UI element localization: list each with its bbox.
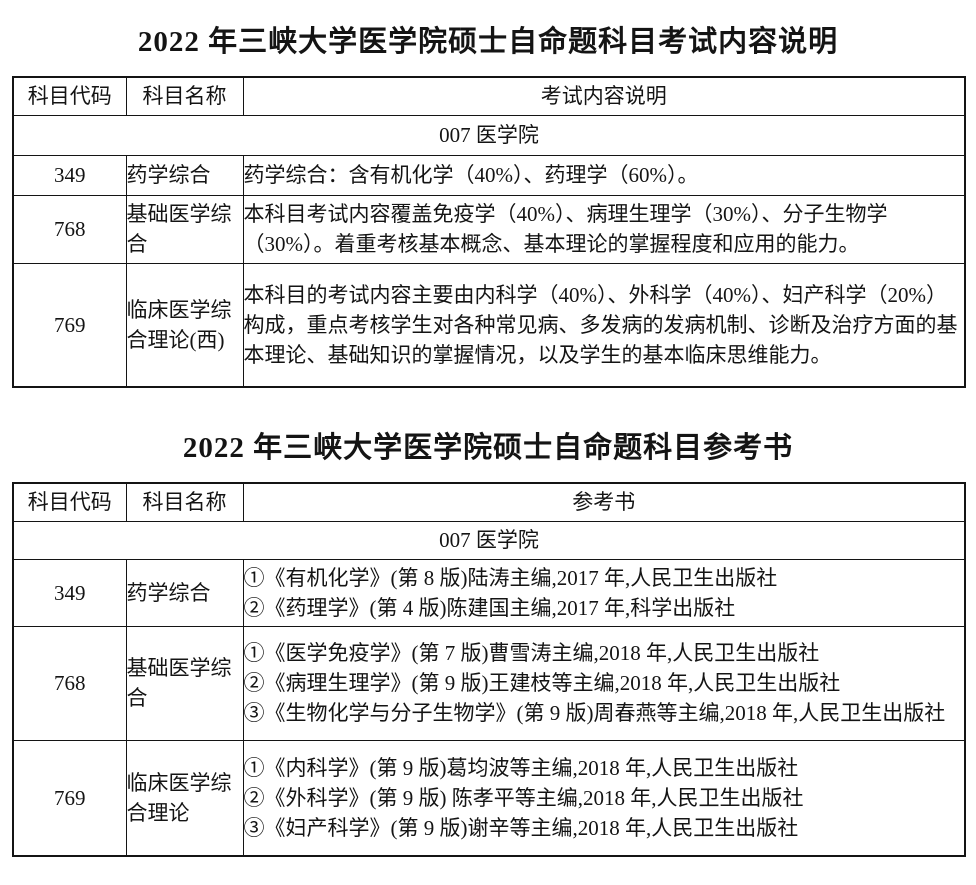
exam-content-title: 2022 年三峡大学医学院硕士自命题科目考试内容说明: [137, 26, 839, 58]
subject-code: 349: [12, 154, 127, 196]
reference-book-list: ①《内科学》(第 9 版)葛均波等主编,2018 年,人民卫生出版社 ②《外科学…: [242, 739, 966, 857]
book-item: ③《生物化学与分子生物学》(第 9 版)周春燕等主编,2018 年,人民卫生出版…: [243, 701, 946, 725]
table-header-row: 科目代码 科目名称 参考书: [12, 482, 966, 522]
group-row: 007 医学院: [12, 114, 966, 156]
book-item: ②《病理生理学》(第 9 版)王建枝等主编,2018 年,人民卫生出版社: [243, 671, 841, 695]
header-subject-code: 科目代码: [12, 76, 127, 116]
reference-books-table: 科目代码 科目名称 参考书 007 医学院 349 药学综合 ①《有机化学》(第…: [12, 482, 966, 857]
table-row: 349 药学综合 药学综合：含有机化学（40%）、药理学（60%）。: [12, 154, 966, 196]
document-page: 2022 年三峡大学医学院硕士自命题科目考试内容说明 科目代码 科目名称 考试内…: [0, 24, 976, 857]
header-reference-books: 参考书: [242, 482, 966, 522]
table-row: 769 临床医学综合理论(西) 本科目的考试内容主要由内科学（40%）、外科学（…: [12, 262, 966, 388]
book-item: ①《医学免疫学》(第 7 版)曹雪涛主编,2018 年,人民卫生出版社: [243, 641, 820, 665]
reference-books-title: 2022 年三峡大学医学院硕士自命题科目参考书: [182, 432, 794, 464]
exam-content-description: 本科目的考试内容主要由内科学（40%）、外科学（40%）、妇产科学（20%）构成…: [242, 262, 966, 388]
exam-content-table: 科目代码 科目名称 考试内容说明 007 医学院 349 药学综合 药学综合：含…: [12, 76, 966, 388]
subject-name: 基础医学综合: [125, 194, 244, 264]
group-row: 007 医学院: [12, 520, 966, 560]
subject-code: 349: [12, 558, 127, 627]
subject-code: 769: [12, 739, 127, 857]
exam-content-description: 本科目考试内容覆盖免疫学（40%）、病理生理学（30%）、分子生物学（30%）。…: [242, 194, 966, 264]
book-item: ②《药理学》(第 4 版)陈建国主编,2017 年,科学出版社: [243, 595, 736, 620]
exam-content-description: 药学综合：含有机化学（40%）、药理学（60%）。: [242, 154, 966, 196]
subject-name: 药学综合: [125, 154, 244, 196]
subject-name: 临床医学综合理论(西): [125, 262, 244, 388]
group-label-medical-school: 007 医学院: [12, 114, 966, 156]
subject-code: 768: [12, 625, 127, 741]
book-item: ①《内科学》(第 9 版)葛均波等主编,2018 年,人民卫生出版社: [243, 755, 799, 780]
book-item: ③《妇产科学》(第 9 版)谢辛等主编,2018 年,人民卫生出版社: [243, 815, 799, 840]
reference-book-list: ①《医学免疫学》(第 7 版)曹雪涛主编,2018 年,人民卫生出版社 ②《病理…: [242, 625, 966, 741]
reference-book-list: ①《有机化学》(第 8 版)陆涛主编,2017 年,人民卫生出版社 ②《药理学》…: [242, 558, 966, 627]
subject-name: 基础医学综合: [125, 625, 244, 741]
table-header-row: 科目代码 科目名称 考试内容说明: [12, 76, 966, 116]
header-exam-content: 考试内容说明: [242, 76, 966, 116]
header-subject-name: 科目名称: [125, 76, 244, 116]
book-item: ①《有机化学》(第 8 版)陆涛主编,2017 年,人民卫生出版社: [243, 565, 778, 590]
header-subject-code: 科目代码: [12, 482, 127, 522]
table-row: 768 基础医学综合 本科目考试内容覆盖免疫学（40%）、病理生理学（30%）、…: [12, 194, 966, 264]
subject-code: 768: [12, 194, 127, 264]
header-subject-name: 科目名称: [125, 482, 244, 522]
subject-name: 临床医学综合理论: [125, 739, 244, 857]
subject-name: 药学综合: [125, 558, 244, 627]
table-row: 769 临床医学综合理论 ①《内科学》(第 9 版)葛均波等主编,2018 年,…: [12, 739, 966, 857]
subject-code: 769: [12, 262, 127, 388]
book-item: ②《外科学》(第 9 版) 陈孝平等主编,2018 年,人民卫生出版社: [243, 785, 804, 810]
table-row: 349 药学综合 ①《有机化学》(第 8 版)陆涛主编,2017 年,人民卫生出…: [12, 558, 966, 627]
table-row: 768 基础医学综合 ①《医学免疫学》(第 7 版)曹雪涛主编,2018 年,人…: [12, 625, 966, 741]
group-label-medical-school: 007 医学院: [12, 520, 966, 560]
